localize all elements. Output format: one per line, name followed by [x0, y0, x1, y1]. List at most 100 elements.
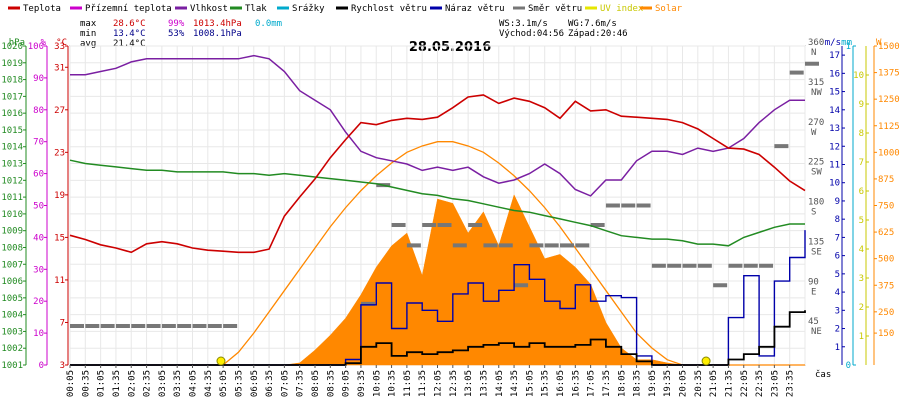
tick-label-x-25: 12:35 — [449, 370, 459, 397]
tick-label-x-37: 18:35 — [633, 370, 643, 397]
legend-label-2: Vlhkost — [190, 4, 228, 14]
tick-label-hpa-3: 1004 — [1, 311, 23, 321]
stat-ws: WS:3.1m/s — [499, 19, 548, 29]
tick-label-w-0: 150 — [878, 329, 894, 339]
tick-label-hpa-1: 1002 — [1, 344, 23, 354]
series-pressure — [69, 159, 805, 247]
tick-label-pct-5: 50 — [33, 202, 44, 212]
tick-label-x-45: 22:35 — [755, 370, 765, 397]
tick-label-x-30: 15:05 — [525, 370, 535, 397]
tick-label-degc-4: 19 — [54, 191, 65, 201]
axis-unit-pct: % — [41, 38, 47, 48]
tick-label-degc-3: 15 — [54, 233, 65, 243]
tick-label-hpa-19: 1020 — [1, 42, 23, 52]
legend-label-7: Směr větru — [528, 4, 582, 14]
tick-label-x-8: 04:05 — [189, 370, 199, 397]
tick-label-pct-8: 80 — [33, 106, 44, 116]
tick-label-w-4: 625 — [878, 228, 894, 238]
tick-label-hpa-17: 1018 — [1, 76, 23, 86]
tick-label-hpa-13: 1014 — [1, 143, 23, 153]
tick-label-pct-2: 20 — [33, 297, 44, 307]
tick-label-x-18: 09:05 — [342, 370, 352, 397]
stat-wg: WG:7.6m/s — [568, 19, 617, 29]
tick-label-w-10: 1375 — [878, 69, 900, 79]
sunrise-marker — [216, 356, 226, 366]
tick-label-dir-7: 360 — [808, 38, 824, 48]
legend-label-1: Přízemní teplota — [85, 4, 172, 14]
tick-label-x-33: 16:35 — [571, 370, 581, 397]
tick-label-hpa-6: 1007 — [1, 260, 23, 270]
tick-label-w-11: 1500 — [878, 42, 900, 52]
tick-label-ms-15: 16 — [829, 69, 840, 79]
tick-label-ms-8: 9 — [835, 197, 840, 207]
tick-label-degc-8: 33 — [54, 42, 65, 52]
tick-label-x-47: 23:35 — [786, 370, 796, 397]
tick-label-degc-1: 7 — [60, 318, 65, 328]
tick-label-dir-1: 90 — [808, 277, 819, 287]
tick-label-pct-4: 40 — [33, 233, 44, 243]
tick-label-x-29: 14:35 — [510, 370, 520, 397]
tick-label-x-5: 02:35 — [143, 370, 153, 397]
tick-label-x-9: 04:35 — [204, 370, 214, 397]
chart-title: 28.05.2016 — [409, 40, 491, 55]
stat-1-2: 53% — [168, 29, 185, 39]
tick-label-uv-9: 10 — [853, 71, 864, 81]
tick-label-x-24: 12:05 — [434, 370, 444, 397]
stats-block: max 28.6°C 99% 1013.4hPa 0.0mm min 13.4°C 53% 10… — [80, 19, 628, 49]
tick-label-dir-4: 225 — [808, 158, 824, 168]
tick-label-dir-name-4: SW — [811, 168, 822, 178]
tick-label-pct-1: 10 — [33, 329, 44, 339]
tick-label-ms-13: 14 — [829, 106, 840, 116]
axis-unit-mm: mm — [841, 38, 852, 48]
axes: hPa1001100210031004100510061007100810091… — [1, 38, 899, 397]
tick-label-hpa-14: 1015 — [1, 126, 23, 136]
tick-label-uv-0: 1 — [859, 332, 864, 342]
tick-label-x-6: 03:05 — [158, 370, 168, 397]
tick-label-x-21: 10:35 — [388, 370, 398, 397]
tick-label-ms-12: 13 — [829, 124, 840, 134]
tick-label-x-10: 05:05 — [219, 370, 229, 397]
tick-label-dir-name-6: NW — [811, 88, 822, 98]
tick-label-x-40: 20:05 — [679, 370, 689, 397]
tick-label-hpa-18: 1019 — [1, 59, 23, 69]
tick-label-pct-0: 0 — [39, 361, 44, 371]
tick-label-w-9: 1250 — [878, 95, 900, 105]
series-temperature — [69, 94, 806, 254]
tick-label-hpa-0: 1001 — [1, 361, 23, 371]
sunset-marker — [701, 356, 711, 366]
tick-label-x-14: 07:05 — [280, 370, 290, 397]
tick-label-degc-2: 11 — [54, 276, 65, 286]
tick-label-x-41: 20:35 — [694, 370, 704, 397]
tick-label-dir-5: 270 — [808, 118, 824, 128]
tick-label-mm-1: 1 — [846, 42, 851, 52]
tick-label-hpa-8: 1009 — [1, 227, 23, 237]
tick-label-pct-3: 30 — [33, 265, 44, 275]
tick-label-dir-2: 135 — [808, 237, 824, 247]
stat-2-1: 21.4°C — [113, 39, 146, 49]
tick-label-hpa-16: 1017 — [1, 92, 23, 102]
tick-label-x-38: 19:05 — [648, 370, 658, 397]
tick-label-w-2: 375 — [878, 281, 894, 291]
tick-label-hpa-5: 1006 — [1, 277, 23, 287]
tick-label-w-6: 875 — [878, 175, 894, 185]
stat-0-2: 99% — [168, 19, 185, 29]
stat-0-4: 0.0mm — [255, 19, 282, 29]
legend-label-0: Teplota — [23, 4, 61, 14]
tick-label-x-16: 08:05 — [311, 370, 321, 397]
tick-label-x-13: 06:35 — [265, 370, 275, 397]
legend-label-9: Solar — [655, 4, 683, 14]
tick-label-x-7: 03:35 — [173, 370, 183, 397]
tick-label-x-17: 08:35 — [326, 370, 336, 397]
tick-label-w-7: 1000 — [878, 148, 900, 158]
tick-label-x-39: 19:35 — [663, 370, 673, 397]
stat-sunrise: Východ:04:56 — [499, 29, 564, 39]
stat-sunset: Západ:20:46 — [568, 29, 628, 39]
tick-label-ms-1: 2 — [835, 325, 840, 335]
tick-label-x-0: 00:05 — [66, 370, 76, 397]
tick-label-x-36: 18:05 — [617, 370, 627, 397]
tick-label-degc-7: 31 — [54, 63, 65, 73]
tick-label-hpa-11: 1012 — [1, 176, 23, 186]
tick-label-x-19: 09:35 — [357, 370, 367, 397]
axis-unit-degc: °C — [56, 38, 67, 48]
